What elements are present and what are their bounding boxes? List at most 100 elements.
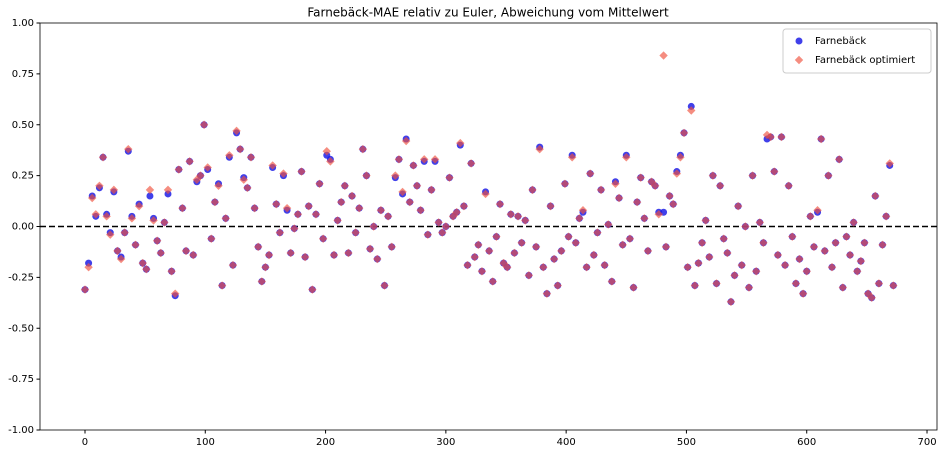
point (578, 206, 588, 215)
point (816, 134, 826, 144)
point (513, 212, 523, 221)
point (351, 228, 360, 237)
point (853, 267, 862, 276)
legend-label: Farnebäck optimiert (815, 55, 915, 66)
point (376, 206, 386, 215)
point (867, 293, 876, 302)
point (167, 267, 176, 276)
point (766, 132, 775, 142)
point (809, 242, 819, 252)
point (719, 234, 728, 243)
point (575, 214, 584, 223)
point (466, 159, 476, 168)
point (549, 254, 559, 264)
point (661, 242, 671, 252)
y-tick-label: 0.00 (12, 222, 34, 233)
point (546, 201, 555, 211)
point (726, 297, 736, 306)
point (784, 181, 793, 190)
point (225, 151, 234, 160)
point (387, 242, 396, 252)
point (88, 193, 97, 203)
point (524, 271, 534, 280)
point (845, 250, 855, 260)
point (394, 155, 404, 164)
point (640, 214, 649, 223)
point (297, 167, 306, 176)
point (235, 144, 245, 154)
point (683, 263, 692, 272)
point (748, 171, 757, 180)
point (373, 254, 382, 264)
point (856, 256, 866, 266)
point (701, 216, 710, 225)
point (311, 210, 321, 219)
point (261, 263, 270, 272)
point (474, 240, 483, 250)
x-tick-label: 100 (196, 437, 215, 448)
x-tick-label: 600 (797, 437, 816, 448)
point (98, 153, 108, 162)
point (178, 203, 187, 213)
y-tick-label: 0.25 (12, 171, 34, 182)
point (282, 203, 292, 213)
point (672, 169, 682, 178)
point (355, 203, 364, 213)
point (163, 185, 173, 195)
y-tick-label: -0.50 (8, 323, 34, 334)
point (124, 144, 133, 154)
point (322, 147, 331, 156)
point (881, 212, 891, 221)
point (622, 153, 631, 162)
point (120, 228, 129, 237)
point (770, 167, 779, 176)
point (795, 254, 804, 264)
point (838, 283, 848, 292)
point (369, 222, 378, 231)
point (788, 232, 797, 241)
point (142, 265, 151, 274)
point (438, 228, 447, 237)
point (878, 240, 887, 250)
point (102, 212, 111, 221)
point (510, 248, 519, 258)
y-tick-label: -1.00 (8, 425, 34, 436)
point (773, 250, 783, 260)
point (254, 242, 263, 252)
point (95, 181, 104, 190)
point (484, 246, 494, 256)
point (427, 185, 436, 195)
point (744, 283, 754, 292)
point (752, 267, 761, 276)
point (441, 222, 451, 231)
point (762, 130, 772, 140)
point (412, 181, 422, 190)
point (315, 179, 324, 188)
point (131, 240, 140, 250)
point (340, 181, 350, 190)
point (780, 260, 790, 270)
y-tick-label: -0.75 (8, 374, 34, 385)
point (611, 179, 620, 188)
point (250, 203, 259, 213)
point (596, 185, 606, 195)
point (600, 260, 609, 270)
point (791, 279, 801, 288)
point (257, 277, 267, 286)
point (506, 210, 516, 219)
point (477, 267, 487, 276)
point (145, 185, 155, 195)
point (380, 281, 389, 290)
point (365, 244, 375, 254)
point (116, 254, 126, 264)
x-tick-label: 0 (82, 437, 88, 448)
point (679, 128, 689, 138)
y-tick-label: 1.00 (12, 18, 34, 29)
point (604, 220, 613, 229)
point (174, 165, 184, 174)
point (383, 212, 393, 221)
point (275, 228, 285, 237)
point (152, 236, 162, 245)
point (539, 263, 548, 272)
point (398, 187, 407, 197)
